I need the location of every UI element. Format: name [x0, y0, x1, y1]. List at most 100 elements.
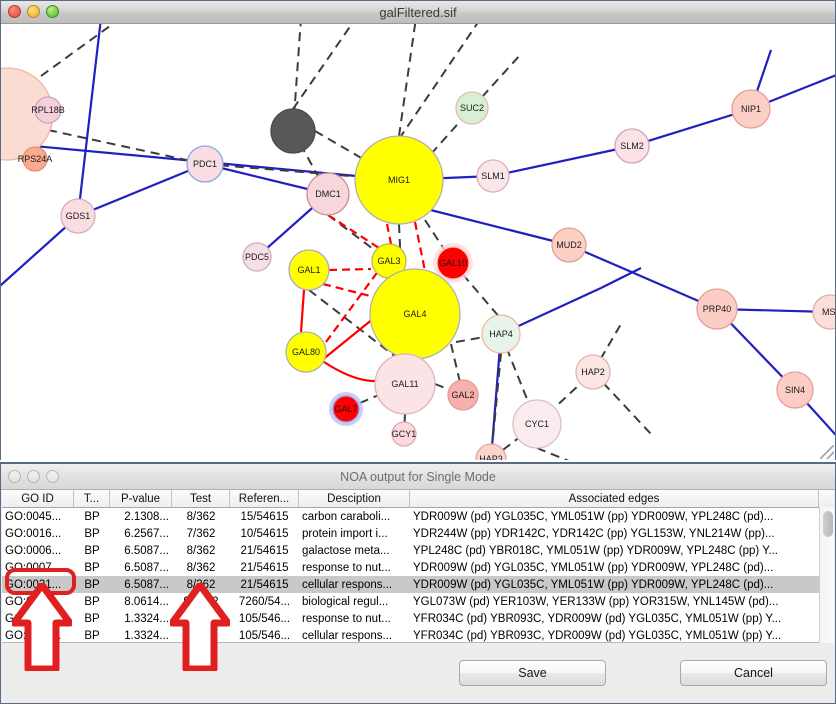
node-GAL1[interactable]: GAL1 [288, 249, 330, 291]
node-GAL80[interactable]: GAL80 [285, 331, 327, 373]
table-row[interactable]: GO:0031... BP 1.3324... 11/362 105/546... cel… [2, 627, 834, 642]
node-circle[interactable] [22, 146, 48, 172]
node-circle[interactable] [614, 128, 650, 164]
node-circle[interactable] [812, 294, 835, 330]
cell-go_id[interactable]: GO:0007... [5, 561, 62, 574]
node-circle[interactable] [512, 399, 562, 449]
node-circle[interactable] [374, 353, 436, 415]
cell-test[interactable]: 8/362 [186, 561, 216, 574]
node-SIN4[interactable]: SIN4 [776, 371, 814, 409]
node-circle[interactable] [242, 242, 272, 272]
cell-desc[interactable]: response to nut... [302, 612, 391, 625]
scrollbar-thumb[interactable] [823, 511, 833, 537]
cell-test[interactable]: 8/362 [186, 544, 216, 557]
cell-go_id[interactable]: GO:0016... [5, 527, 62, 540]
column-header-edges[interactable]: Associated edges [410, 490, 819, 507]
cell-ref[interactable]: 7260/54... [238, 595, 291, 608]
node-DMC1[interactable]: DMC1 [306, 172, 350, 216]
cell-desc[interactable]: cellular respons... [302, 629, 393, 642]
node-circle[interactable] [391, 421, 417, 447]
cell-pvalue[interactable]: 6.5087... [124, 578, 169, 591]
top-window-controls[interactable] [8, 5, 59, 18]
node-circle[interactable] [306, 172, 350, 216]
node-HAP3[interactable]: HAP3 [475, 443, 507, 460]
cell-type[interactable]: BP [84, 561, 100, 574]
table-row[interactable]: GO:0016... BP 6.2567... 7/362 10/54615 protei… [2, 525, 834, 542]
table-row[interactable]: GO:0006... BP 6.5087... 8/362 21/54615 galact… [2, 542, 834, 559]
cell-test[interactable]: 11/362 [183, 629, 219, 642]
network-canvas[interactable]: RPL18B RPS24A GDS1 PDC1 DMC1 PDC5 MIG1 SUC2 SLM1… [1, 24, 835, 460]
table-row[interactable]: GO:0031... BP 6.5087... 8/362 21/54615 cellul… [2, 576, 834, 593]
node-SLM1[interactable]: SLM1 [476, 159, 510, 193]
cell-edges[interactable]: YDR009W (pd) YGL035C, YML051W (pp) YDR00… [413, 578, 774, 591]
column-header-pvalue[interactable]: P-value [110, 490, 172, 507]
node-MIG1[interactable]: MIG1 [354, 135, 444, 225]
cell-test[interactable]: 94/362 [183, 595, 219, 608]
column-header-type[interactable]: T... [74, 490, 110, 507]
node-PDC1[interactable]: PDC1 [186, 145, 224, 183]
cell-test[interactable]: 7/362 [186, 527, 216, 540]
cell-go_id[interactable]: GO:0031... [5, 578, 62, 591]
node-circle[interactable] [285, 331, 327, 373]
table-vertical-scrollbar[interactable] [819, 507, 834, 643]
column-header-ref[interactable]: Referen... [230, 490, 299, 507]
cell-ref[interactable]: 10/54615 [240, 527, 289, 540]
column-header-test[interactable]: Test [172, 490, 230, 507]
cell-desc[interactable]: carbon caraboli... [302, 510, 391, 523]
node-circle[interactable] [34, 96, 62, 124]
cell-edges[interactable]: YDR244W (pp) YDR142C, YDR142C (pp) YGL15… [413, 527, 775, 540]
cell-type[interactable]: BP [84, 510, 100, 523]
node-circle[interactable] [288, 249, 330, 291]
node-darkgray[interactable] [270, 108, 316, 154]
node-circle[interactable] [332, 395, 360, 423]
cell-edges[interactable]: YDR009W (pd) YGL035C, YML051W (pp) YDR00… [413, 561, 774, 574]
node-circle[interactable] [696, 288, 738, 330]
node-RPL18B[interactable]: RPL18B [31, 96, 65, 124]
cell-ref[interactable]: 21/54615 [240, 578, 289, 591]
cell-edges[interactable]: YGL073W (pd) YER103W, YER133W (pp) YOR31… [413, 595, 779, 608]
cell-pvalue[interactable]: 2.1308... [124, 510, 169, 523]
node-circle[interactable] [731, 89, 771, 129]
cell-ref[interactable]: 21/54615 [240, 544, 289, 557]
cell-type[interactable]: BP [84, 527, 100, 540]
node-MUD2[interactable]: MUD2 [551, 227, 587, 263]
node-circle[interactable] [475, 443, 507, 460]
cell-go_id[interactable]: GO:0065... [5, 595, 62, 608]
node-PDC5[interactable]: PDC5 [242, 242, 272, 272]
cell-type[interactable]: BP [84, 578, 100, 591]
node-circle[interactable] [776, 371, 814, 409]
table-body[interactable]: GO:0045... BP 2.1308... 8/362 15/54615 carbon… [2, 508, 834, 642]
column-header-go_id[interactable]: GO ID [2, 490, 74, 507]
cell-go_id[interactable]: GO:0031... [5, 612, 62, 625]
cell-type[interactable]: BP [84, 595, 100, 608]
node-PRP40[interactable]: PRP40 [696, 288, 738, 330]
cell-pvalue[interactable]: 8.0614... [124, 595, 169, 608]
network-graph[interactable]: RPL18B RPS24A GDS1 PDC1 DMC1 PDC5 MIG1 SUC2 SLM1… [1, 24, 835, 460]
cell-test[interactable]: 11/362 [183, 612, 219, 625]
cell-desc[interactable]: cellular respons... [302, 578, 393, 591]
cell-test[interactable]: 8/362 [186, 510, 216, 523]
node-SUC2[interactable]: SUC2 [455, 91, 489, 125]
cell-desc[interactable]: response to nut... [302, 561, 391, 574]
cell-go_id[interactable]: GO:0045... [5, 510, 62, 523]
network-nodes[interactable]: RPL18B RPS24A GDS1 PDC1 DMC1 PDC5 MIG1 SUC2 SLM1… [1, 67, 835, 460]
cell-ref[interactable]: 105/546... [238, 612, 291, 625]
cell-ref[interactable]: 105/546... [238, 629, 291, 642]
node-GAL7[interactable]: GAL7 [329, 392, 363, 426]
node-HAP4[interactable]: HAP4 [481, 314, 521, 354]
save-button[interactable]: Save [459, 660, 606, 686]
node-circle[interactable] [447, 379, 479, 411]
bottom-window-controls[interactable] [8, 470, 59, 483]
node-SLM2[interactable]: SLM2 [614, 128, 650, 164]
cell-edges[interactable]: YDR009W (pd) YGL035C, YML051W (pp) YDR00… [413, 510, 774, 523]
node-HAP2[interactable]: HAP2 [575, 354, 611, 390]
cell-pvalue[interactable]: 6.5087... [124, 561, 169, 574]
node-circle[interactable] [60, 198, 96, 234]
node-MSI[interactable]: MSI [812, 294, 835, 330]
results-table[interactable]: GO ID T... P-value Test Referen... Desciption… [2, 490, 834, 643]
node-NIP1[interactable]: NIP1 [731, 89, 771, 129]
cell-pvalue[interactable]: 6.5087... [124, 544, 169, 557]
cell-pvalue[interactable]: 1.3324... [124, 612, 169, 625]
cell-ref[interactable]: 15/54615 [240, 510, 289, 523]
minimize-button[interactable] [27, 470, 40, 483]
